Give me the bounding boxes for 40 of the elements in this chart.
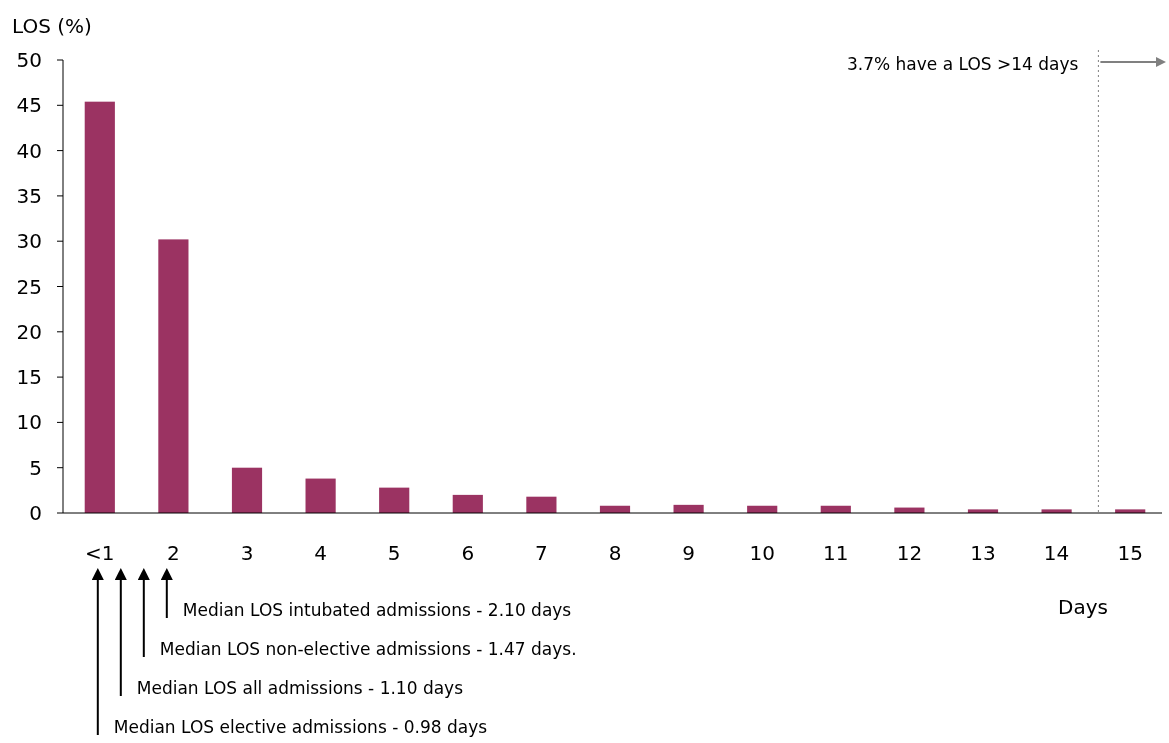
x-tick-label: 15 bbox=[1117, 541, 1143, 565]
text: Median LOS all admissions - 1.10 days bbox=[136, 678, 464, 698]
text: Median LOS elective admissions - 0.98 days bbox=[113, 717, 488, 737]
text: Median LOS non-elective admissions - 1.47 days. bbox=[159, 639, 577, 659]
y-tick-label: 15 bbox=[16, 365, 42, 390]
y-tick-label: 0 bbox=[29, 501, 42, 525]
y-tick-label: 40 bbox=[16, 138, 42, 163]
y-tick-label: 30 bbox=[16, 229, 42, 254]
y-tick-label: 25 bbox=[16, 274, 42, 299]
bar bbox=[158, 239, 189, 513]
x-tick-label: 9 bbox=[682, 541, 695, 565]
x-tick-label: 10 bbox=[749, 541, 775, 565]
bar bbox=[84, 101, 115, 513]
x-tick-label: 14 bbox=[1043, 541, 1070, 565]
y-tick-label: 20 bbox=[16, 319, 42, 344]
bar bbox=[526, 496, 557, 513]
y-tick-label: 35 bbox=[16, 183, 42, 208]
bar bbox=[305, 478, 336, 513]
y-tick-label: 45 bbox=[16, 93, 42, 118]
y-tick-label: 5 bbox=[29, 455, 42, 480]
bar bbox=[379, 487, 410, 513]
x-axis-title: Days bbox=[1058, 595, 1108, 619]
x-tick-label: 4 bbox=[314, 541, 327, 565]
x-tick-label: 5 bbox=[387, 541, 401, 565]
bar bbox=[452, 494, 483, 513]
x-tick-label: 11 bbox=[823, 541, 849, 565]
x-tick-label: 8 bbox=[608, 541, 622, 565]
x-tick-label: 12 bbox=[896, 541, 923, 565]
x-tick-label: 13 bbox=[970, 541, 996, 565]
bar bbox=[231, 467, 263, 513]
x-tick-label: <1 bbox=[85, 541, 115, 565]
x-tick-label: 3 bbox=[240, 541, 254, 565]
y-axis-title: LOS (%) bbox=[12, 14, 92, 38]
y-tick-label: 50 bbox=[16, 48, 42, 72]
x-tick-label: 2 bbox=[167, 541, 180, 565]
text: Median LOS intubated admissions - 2.10 days bbox=[182, 600, 572, 620]
annotation: 3.7% have a LOS >14 days bbox=[847, 54, 1079, 74]
x-tick-label: 6 bbox=[461, 541, 475, 565]
x-tick-label: 7 bbox=[535, 541, 548, 565]
y-tick-label: 10 bbox=[16, 410, 42, 435]
